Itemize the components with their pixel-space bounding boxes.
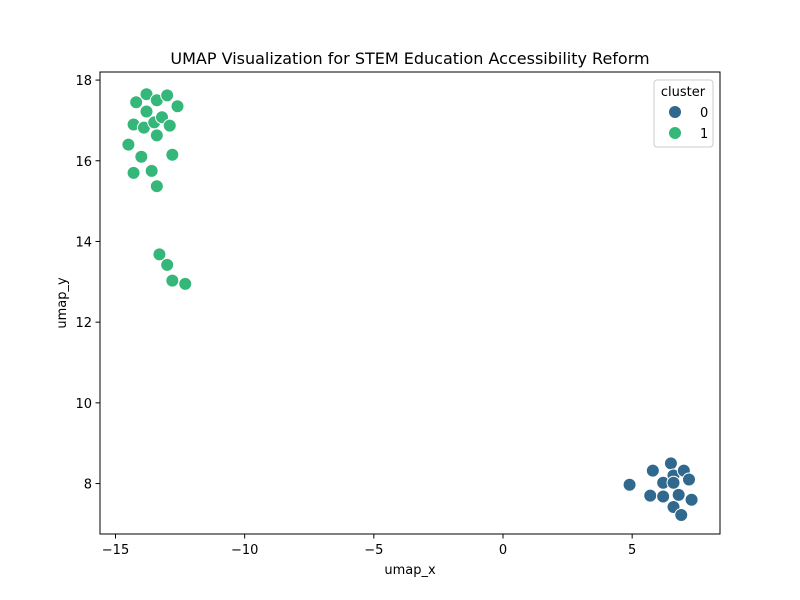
y-tick-label: 14 [75, 235, 92, 250]
scatter-point-cluster-0 [682, 472, 696, 487]
scatter-point-cluster-1 [152, 247, 167, 262]
y-tick-label: 10 [75, 397, 92, 412]
scatter-point-cluster-1 [165, 273, 180, 288]
scatter-point-cluster-1 [160, 257, 175, 272]
scatter-point-cluster-1 [149, 128, 164, 143]
scatter-point-cluster-1 [162, 118, 177, 133]
y-tick-label: 18 [75, 74, 92, 89]
legend-marker-0 [668, 105, 682, 119]
scatter-point-cluster-0 [666, 475, 681, 490]
scatter-point-cluster-1 [129, 95, 144, 110]
scatter-point-cluster-0 [622, 477, 637, 492]
x-tick-label: 5 [628, 543, 636, 558]
x-axis: −15 −10 −5 0 5 [102, 534, 636, 558]
scatter-point-cluster-1 [139, 104, 154, 119]
x-tick-label: 0 [499, 543, 507, 558]
x-axis-label: umap_x [384, 563, 436, 578]
scatter-point-cluster-1 [160, 88, 175, 103]
scatter-point-cluster-1 [170, 99, 185, 114]
scatter-point-cluster-1 [139, 87, 154, 102]
scatter-point-cluster-0 [645, 463, 660, 478]
scatter-point-cluster-0 [663, 456, 678, 471]
scatter-point-cluster-0 [643, 488, 658, 503]
legend-marker-1 [668, 126, 682, 140]
scatter-point-cluster-0 [684, 492, 699, 507]
y-axis-label: umap_y [55, 277, 70, 329]
y-tick-label: 12 [75, 316, 92, 331]
axes-frame [99, 71, 721, 535]
legend-label-1: 1 [700, 127, 708, 142]
chart-title: UMAP Visualization for STEM Education Ac… [170, 49, 649, 68]
y-axis: 8 10 12 14 16 18 [75, 74, 100, 493]
scatter-point-cluster-0 [674, 508, 689, 523]
scatter-point-cluster-1 [144, 163, 159, 178]
legend-label-0: 0 [700, 106, 708, 121]
plot-area [121, 87, 699, 523]
y-tick-label: 8 [84, 478, 92, 493]
x-tick-label: −15 [102, 543, 129, 558]
scatter-point-cluster-1 [149, 179, 164, 194]
scatter-point-cluster-1 [178, 276, 193, 291]
scatter-point-cluster-1 [165, 147, 180, 162]
scatter-point-cluster-1 [121, 137, 136, 152]
legend-title: cluster [661, 85, 706, 100]
scatter-point-cluster-1 [134, 149, 149, 164]
scatter-point-cluster-1 [126, 165, 141, 180]
x-tick-label: −10 [231, 543, 258, 558]
x-tick-label: −5 [364, 543, 383, 558]
scatter-point-cluster-0 [671, 487, 686, 502]
scatter-point-cluster-0 [656, 489, 671, 504]
legend: cluster 0 1 [653, 79, 714, 148]
y-tick-label: 16 [75, 155, 92, 170]
